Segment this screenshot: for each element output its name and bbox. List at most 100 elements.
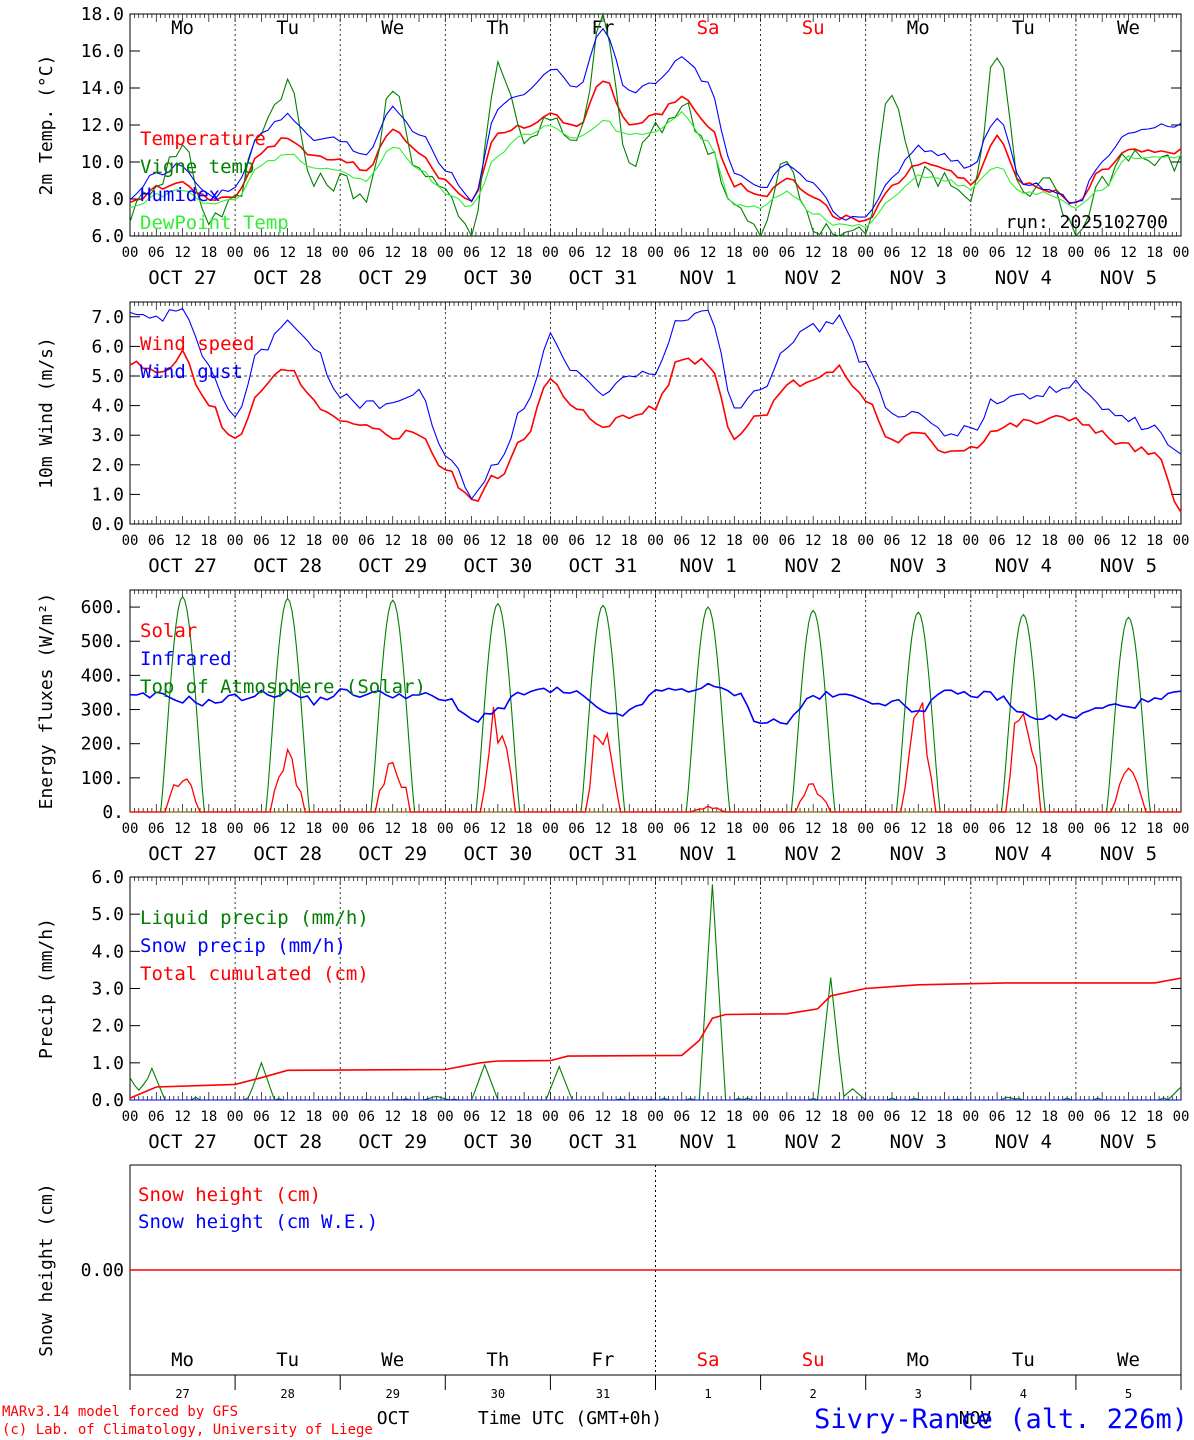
hour-tick-label: 00 [1067, 1109, 1084, 1125]
date-label: OCT 28 [253, 555, 322, 577]
y-tick-label: 1.0 [91, 1053, 124, 1074]
date-label: NOV 4 [995, 267, 1052, 289]
hour-tick-label: 12 [174, 245, 191, 261]
date-label: OCT 30 [464, 1131, 533, 1153]
y-tick-label: 18.0 [81, 4, 124, 25]
hour-tick-label: 06 [884, 533, 901, 549]
hour-tick-label: 12 [805, 1109, 822, 1125]
hour-tick-label: 00 [332, 821, 349, 837]
y-tick-label: 6.0 [91, 226, 124, 247]
hour-tick-label: 06 [989, 1109, 1006, 1125]
month-label-oct: OCT [377, 1408, 410, 1429]
legend-wind-speed: Wind speed [140, 333, 254, 355]
date-label: OCT 27 [148, 267, 217, 289]
legend-infrared: Infrared [140, 648, 232, 670]
y-axis-label: Precip (mm/h) [36, 918, 57, 1059]
hour-tick-label: 06 [778, 245, 795, 261]
date-label: NOV 5 [1100, 555, 1157, 577]
y-tick-label: 0.0 [91, 1090, 124, 1111]
hour-tick-label: 06 [673, 245, 690, 261]
legend-solar: Solar [140, 620, 197, 642]
hour-tick-label: 00 [122, 245, 139, 261]
series-solar-line [130, 702, 1181, 813]
day-number-label: 2 [810, 1387, 817, 1401]
hour-tick-label: 12 [1120, 821, 1137, 837]
hour-tick-label: 18 [831, 1109, 848, 1125]
series-wind-speed-line [129, 348, 1182, 513]
model-credit: MARv3.14 model forced by GFS [2, 1404, 238, 1420]
series-vigne-temp-line [129, 12, 1182, 238]
hour-tick-label: 00 [227, 821, 244, 837]
hour-tick-label: 18 [936, 821, 953, 837]
hour-tick-label: 18 [516, 821, 533, 837]
hour-tick-label: 00 [1067, 245, 1084, 261]
hour-tick-label: 06 [148, 245, 165, 261]
hour-tick-label: 18 [1041, 533, 1058, 549]
hour-tick-label: 18 [936, 1109, 953, 1125]
hour-tick-label: 00 [1173, 821, 1190, 837]
day-number-label: 30 [491, 1387, 505, 1401]
hour-tick-label: 00 [752, 245, 769, 261]
hour-tick-label: 06 [884, 1109, 901, 1125]
day-name-label: Sa [697, 17, 720, 39]
hour-tick-label: 06 [673, 1109, 690, 1125]
hour-tick-label: 18 [621, 533, 638, 549]
series-infrared-line [129, 682, 1182, 725]
y-tick-label: 5.0 [91, 904, 124, 925]
day-number-label: 27 [175, 1387, 189, 1401]
hour-tick-label: 06 [884, 821, 901, 837]
hour-tick-label: 18 [936, 245, 953, 261]
day-name-label: Mo [171, 1349, 194, 1371]
panel-4: 00 06 12 18 00 06 12 18 00 06 12 18 00 06 12 18 00 06 12 18… [36, 867, 1189, 1153]
hour-tick-label: 18 [831, 533, 848, 549]
hour-tick-label: 12 [700, 1109, 717, 1125]
day-name-label: Tu [276, 1349, 299, 1371]
hour-tick-label: 00 [227, 533, 244, 549]
date-label: NOV 1 [679, 843, 736, 865]
hour-tick-label: 18 [726, 1109, 743, 1125]
day-number-label: 29 [386, 1387, 400, 1401]
hour-tick-label: 12 [1015, 533, 1032, 549]
date-label: OCT 30 [464, 267, 533, 289]
date-label: OCT 28 [253, 843, 322, 865]
hour-tick-label: 18 [1041, 245, 1058, 261]
y-tick-label: 300. [81, 700, 124, 721]
hour-tick-label: 06 [253, 1109, 270, 1125]
hour-tick-label: 00 [857, 821, 874, 837]
hour-tick-label: 06 [673, 533, 690, 549]
hour-tick-label: 00 [647, 533, 664, 549]
hour-tick-label: 00 [122, 1109, 139, 1125]
date-label: OCT 27 [148, 1131, 217, 1153]
hour-tick-label: 06 [1094, 1109, 1111, 1125]
day-name-label: Mo [171, 17, 194, 39]
hour-tick-label: 18 [621, 245, 638, 261]
hour-tick-label: 00 [752, 821, 769, 837]
hour-tick-label: 06 [358, 821, 375, 837]
y-tick-label: 3.0 [91, 425, 124, 446]
y-tick-label: 4.0 [91, 396, 124, 417]
hour-tick-label: 12 [1120, 245, 1137, 261]
legend-vigne-temp: Vigne temp [140, 156, 254, 178]
hour-tick-label: 00 [332, 533, 349, 549]
date-label: NOV 3 [890, 267, 947, 289]
date-label: NOV 2 [785, 267, 842, 289]
hour-tick-label: 12 [174, 533, 191, 549]
date-label: OCT 30 [464, 555, 533, 577]
date-label: NOV 3 [890, 555, 947, 577]
hour-tick-label: 06 [463, 821, 480, 837]
hour-tick-label: 00 [1173, 1109, 1190, 1125]
y-axis-label: 10m Wind (m/s) [36, 337, 57, 489]
hour-tick-label: 00 [1067, 533, 1084, 549]
hour-tick-label: 00 [1067, 821, 1084, 837]
legend-snow-height-cm-: Snow height (cm) [138, 1184, 321, 1206]
date-label: NOV 4 [995, 1131, 1052, 1153]
hour-tick-label: 12 [805, 533, 822, 549]
hour-tick-label: 06 [568, 1109, 585, 1125]
hour-tick-label: 18 [831, 245, 848, 261]
hour-tick-label: 06 [568, 245, 585, 261]
date-label: NOV 2 [785, 1131, 842, 1153]
hour-tick-label: 06 [673, 821, 690, 837]
hour-tick-label: 00 [647, 245, 664, 261]
hour-tick-label: 00 [857, 533, 874, 549]
day-name-label: Su [802, 1349, 825, 1371]
